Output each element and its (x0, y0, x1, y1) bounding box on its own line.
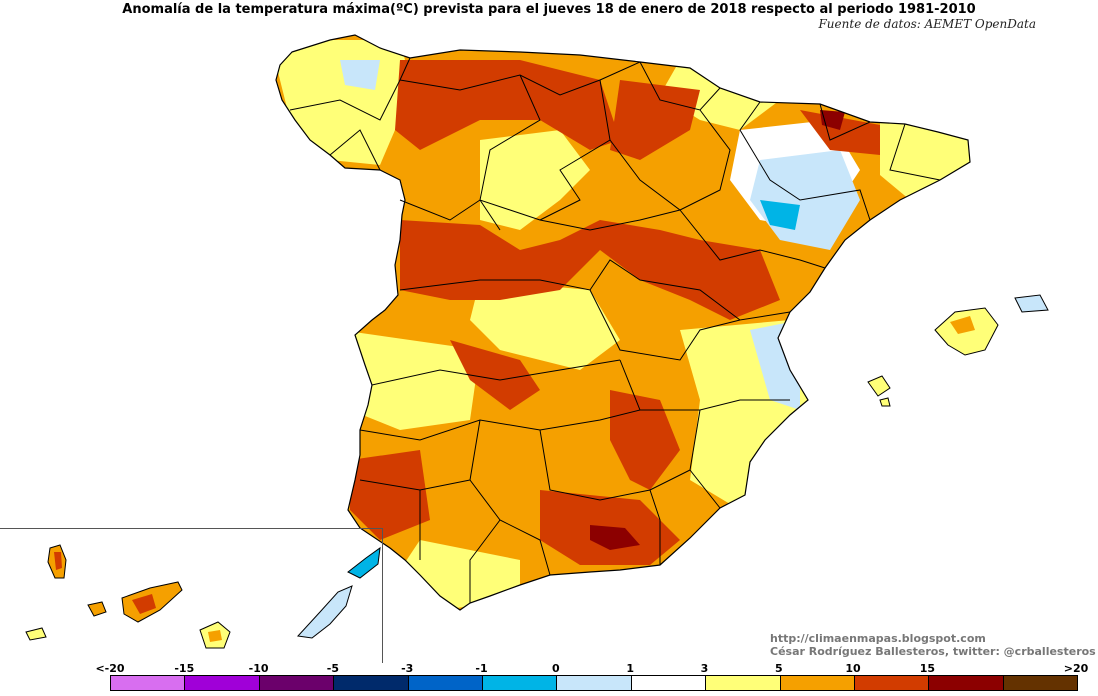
mainland-border (275, 34, 971, 611)
legend-swatch (111, 676, 186, 690)
anomaly-zone-1-3 (470, 280, 620, 370)
legend-swatch (185, 676, 260, 690)
legend-swatch (408, 676, 483, 690)
anomaly-zone-5-10 (450, 340, 540, 410)
menorca (1014, 294, 1049, 313)
anomaly-zone-5-10 (395, 60, 620, 150)
legend-tick-label: -5 (326, 662, 340, 675)
anomaly-zone-cold (760, 200, 800, 230)
legend-swatch (1003, 676, 1078, 690)
legend-swatch (780, 676, 855, 690)
blog-url[interactable]: http://climaenmapas.blogspot.com (770, 632, 986, 645)
legend-swatch (259, 676, 335, 690)
author-credit: César Rodríguez Ballesteros, twitter: @c… (770, 645, 1096, 658)
anomaly-zone-1-3 (340, 330, 480, 430)
legend-tick-label: 15 (919, 662, 936, 675)
legend-tick-label: -10 (248, 662, 269, 675)
legend-swatch (631, 676, 707, 690)
lanzarote (347, 546, 381, 579)
canary-islands (25, 544, 381, 649)
data-source-label: Fuente de datos: AEMET OpenData (818, 17, 1036, 31)
mainland-spain (275, 34, 971, 611)
tenerife-hot (132, 594, 156, 614)
legend-tick-label: 10 (845, 662, 861, 675)
fuerteventura (296, 585, 353, 639)
temperature-anomaly-map (25, 34, 1049, 649)
legend-swatch (929, 676, 1004, 690)
legend-labels: <-20 -15 -10 -5 -3 -1 0 1 3 5 10 15 >20 (0, 662, 1098, 676)
formentera (879, 397, 891, 407)
color-legend (110, 675, 1078, 691)
legend-swatch (557, 676, 632, 690)
province-borders (289, 57, 941, 603)
anomaly-zone-5-10 (610, 390, 680, 490)
legend-tick-label: >20 (1063, 662, 1089, 675)
balearic-islands (867, 294, 1049, 407)
canary-inset-frame (0, 528, 383, 663)
legend-tick-label: 0 (552, 662, 560, 675)
legend-swatch (854, 676, 930, 690)
legend-tick-label: -15 (174, 662, 195, 675)
ibiza (867, 375, 891, 397)
gran-canaria-interior (208, 630, 222, 642)
legend-tick-label: -3 (401, 662, 414, 675)
mallorca-interior (950, 316, 975, 334)
legend-swatch (334, 676, 409, 690)
la-palma-hot (54, 552, 62, 570)
legend-tick-label: -1 (475, 662, 488, 675)
map-title: Anomalía de la temperatura máxima(ºC) pr… (122, 2, 976, 17)
legend-swatch (706, 676, 781, 690)
legend-tick-label: 1 (626, 662, 634, 675)
legend-swatch (482, 676, 558, 690)
anomaly-zone-1-3 (480, 130, 590, 230)
legend-tick-label: <-20 (95, 662, 125, 675)
la-gomera (87, 601, 107, 617)
anomaly-zone-cool (340, 60, 380, 90)
anomaly-zone-5-10 (610, 80, 700, 160)
anomaly-zone-5-10 (350, 450, 430, 540)
el-hierro (25, 627, 47, 641)
legend-tick-label: 5 (774, 662, 783, 675)
legend-tick-label: 3 (700, 662, 709, 675)
anomaly-zone-5-10 (800, 110, 880, 155)
anomaly-zone-10-15 (590, 525, 640, 550)
anomaly-zone-5-10 (400, 220, 780, 320)
